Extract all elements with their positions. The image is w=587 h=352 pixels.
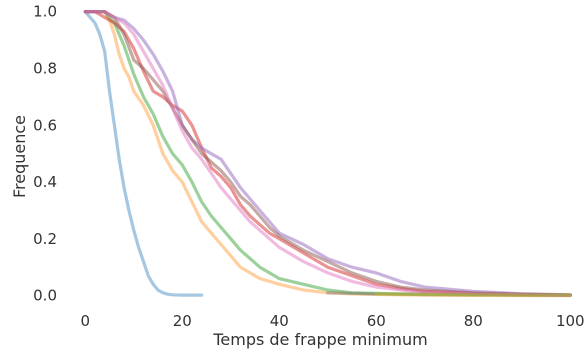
- series-group: [83, 10, 572, 298]
- series-line-1: [83, 10, 204, 297]
- x-tick-label: 0: [80, 312, 90, 330]
- y-axis-ticks: 0.0 0.2 0.4 0.6 0.8 1.0: [33, 3, 57, 305]
- x-axis-ticks: 0 20 40 60 80 100: [80, 312, 584, 330]
- series-line-6: [83, 10, 572, 297]
- series-line-7: [83, 10, 572, 297]
- y-tick-label: 0.6: [33, 116, 57, 134]
- x-axis-label: Temps de frappe minimum: [212, 330, 427, 349]
- x-tick-label: 60: [367, 312, 386, 330]
- series-line-4: [83, 10, 572, 297]
- series-line-2: [83, 10, 572, 298]
- y-axis-label: Frequence: [10, 115, 29, 198]
- y-tick-label: 0.2: [33, 230, 57, 248]
- series-line-9: [374, 292, 572, 297]
- x-tick-label: 80: [464, 312, 483, 330]
- y-tick-label: 0.0: [33, 287, 57, 305]
- y-tick-label: 0.8: [33, 59, 57, 77]
- series-line-3: [83, 10, 572, 297]
- y-tick-label: 1.0: [33, 3, 57, 21]
- x-tick-label: 100: [556, 312, 585, 330]
- y-tick-label: 0.4: [33, 173, 57, 191]
- x-tick-label: 40: [270, 312, 289, 330]
- x-tick-label: 20: [173, 312, 192, 330]
- series-line-5: [83, 10, 572, 297]
